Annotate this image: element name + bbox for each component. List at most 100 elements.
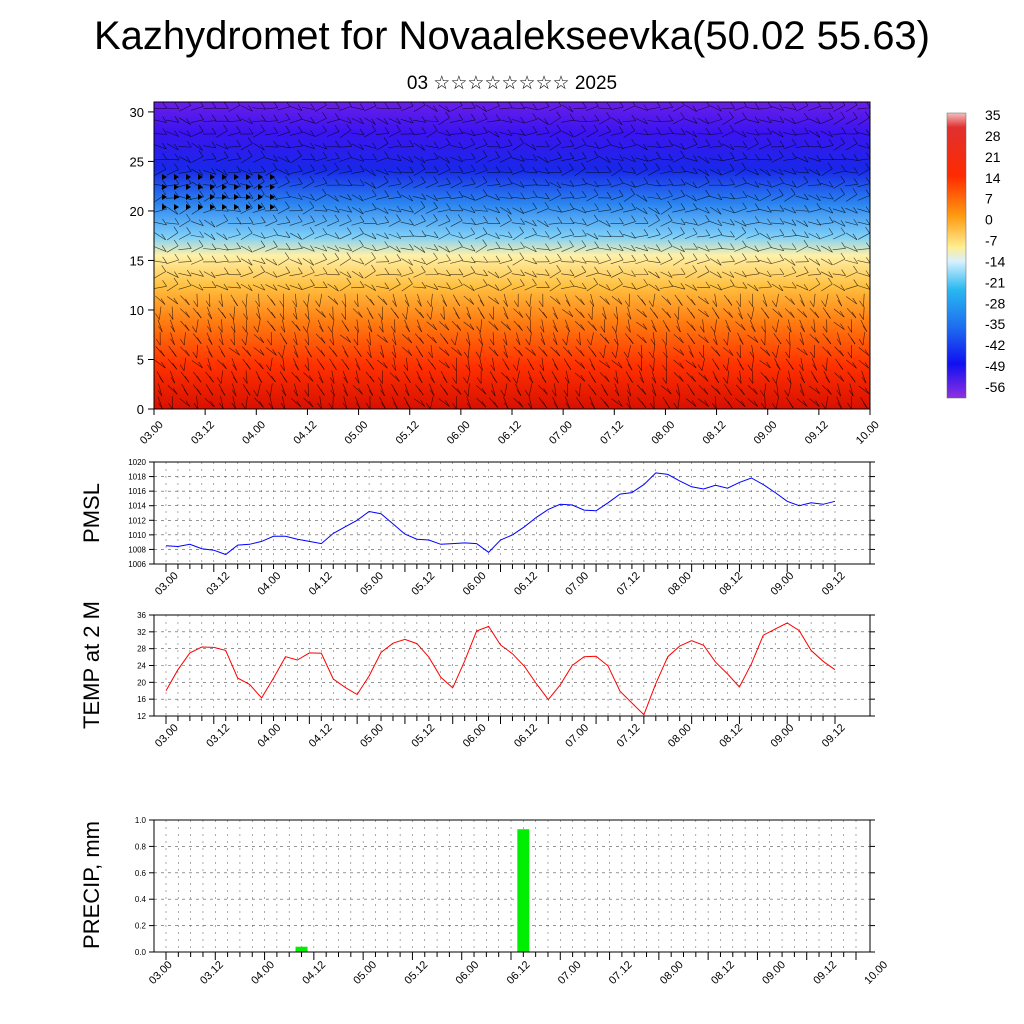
wind-barb bbox=[166, 169, 179, 176]
wind-barb bbox=[504, 383, 508, 397]
wind-barb-flag bbox=[343, 376, 348, 384]
wind-barb bbox=[784, 308, 795, 318]
wind-barb bbox=[487, 208, 500, 214]
wind-barb bbox=[486, 184, 500, 187]
wind-barb bbox=[833, 194, 845, 202]
wind-barb-flag bbox=[859, 300, 864, 307]
wind-barb bbox=[536, 132, 550, 136]
wind-barb-flag bbox=[162, 179, 167, 187]
wind-barb-flag bbox=[656, 228, 661, 235]
wind-barb-flag bbox=[260, 257, 266, 264]
wind-barb-flag bbox=[483, 126, 488, 133]
wind-barb bbox=[561, 273, 575, 276]
wind-barb-flag bbox=[591, 388, 597, 396]
wind-barb-flag bbox=[298, 164, 303, 172]
wind-barb bbox=[413, 182, 426, 189]
wind-barb-flag bbox=[494, 284, 500, 291]
wind-barb bbox=[733, 196, 747, 200]
heatmap-y-tick-label: 25 bbox=[130, 154, 144, 169]
wind-barb bbox=[788, 370, 792, 384]
wind-barb-flag bbox=[493, 401, 499, 408]
wind-barb bbox=[676, 319, 681, 333]
wind-barb-flag bbox=[482, 105, 487, 112]
wind-barb-flag bbox=[396, 167, 402, 174]
wind-barb-flag bbox=[554, 376, 559, 383]
wind-barb bbox=[598, 209, 612, 212]
wind-barb-flag bbox=[613, 377, 619, 384]
wind-barb-flag bbox=[463, 377, 468, 384]
wind-barb-flag bbox=[865, 189, 870, 196]
wind-barb-flag bbox=[495, 166, 501, 173]
wind-barb bbox=[833, 321, 845, 330]
wind-barb bbox=[215, 220, 228, 227]
wind-barb-flag bbox=[236, 268, 241, 276]
wind-barb-flag bbox=[180, 338, 185, 346]
wind-barb bbox=[721, 248, 735, 250]
wind-barb-flag bbox=[198, 125, 204, 132]
wind-barb bbox=[352, 308, 363, 318]
wind-barb bbox=[548, 222, 562, 225]
wind-barb bbox=[549, 194, 562, 202]
wind-barb-flag bbox=[273, 155, 278, 162]
wind-barb-flag bbox=[667, 240, 673, 247]
wind-barb-flag bbox=[740, 388, 745, 395]
wind-barb-flag bbox=[569, 280, 575, 287]
wind-barb-flag bbox=[680, 218, 686, 225]
wind-barb-flag bbox=[741, 400, 746, 408]
wind-barb bbox=[549, 283, 561, 292]
wind-barb-flag bbox=[247, 226, 253, 234]
wind-barb-flag bbox=[286, 102, 291, 107]
wind-pennant bbox=[270, 174, 275, 180]
wind-barb bbox=[746, 195, 759, 201]
wind-barb bbox=[795, 145, 809, 148]
wind-barb-flag bbox=[594, 241, 599, 248]
wind-barb-flag bbox=[458, 127, 464, 134]
heatmap-y-tick-label: 0 bbox=[137, 402, 144, 417]
wind-barb-flag bbox=[631, 270, 636, 277]
wind-barb-flag bbox=[853, 265, 858, 273]
wind-barb-flag bbox=[532, 103, 538, 110]
wind-barb bbox=[746, 107, 760, 110]
wind-barb-flag bbox=[347, 214, 352, 222]
wind-barb bbox=[264, 120, 278, 122]
wind-barb-flag bbox=[532, 278, 537, 286]
wind-barb-flag bbox=[520, 192, 525, 199]
wind-barb-flag bbox=[643, 143, 648, 150]
wind-barb bbox=[499, 132, 513, 136]
wind-barb-flag bbox=[643, 163, 648, 170]
wind-barb-flag bbox=[421, 257, 426, 265]
wind-barb-flag bbox=[158, 402, 163, 409]
wind-barb-flag bbox=[784, 389, 789, 397]
wind-barb bbox=[783, 235, 797, 238]
wind-barb-flag bbox=[483, 216, 488, 223]
wind-barb bbox=[549, 233, 562, 240]
wind-barb-flag bbox=[643, 128, 649, 135]
wind-barb bbox=[635, 246, 648, 252]
wind-barb-flag bbox=[512, 377, 518, 384]
wind-barb-flag bbox=[378, 326, 384, 333]
wind-barb-flag bbox=[779, 116, 785, 123]
wind-barb-flag bbox=[728, 311, 733, 318]
wind-barb-flag bbox=[408, 194, 414, 202]
wind-barb-flag bbox=[706, 102, 710, 107]
wind-barb-flag bbox=[174, 177, 180, 185]
wind-barb-flag bbox=[815, 387, 820, 394]
wind-barb bbox=[450, 234, 463, 239]
wind-barb bbox=[314, 144, 327, 150]
wind-barb-flag bbox=[604, 375, 610, 382]
wind-barb bbox=[203, 208, 216, 214]
wind-barb-flag bbox=[804, 139, 809, 147]
wind-barb bbox=[565, 370, 570, 384]
x-tick-label: 06.00 bbox=[461, 570, 489, 598]
wind-barb bbox=[499, 183, 513, 187]
wind-barb-flag bbox=[569, 130, 574, 138]
wind-barb bbox=[264, 146, 278, 148]
wind-barb bbox=[400, 105, 414, 112]
wind-barb-flag bbox=[805, 102, 809, 106]
wind-barb-flag bbox=[771, 300, 777, 307]
wind-barb-flag bbox=[590, 402, 596, 409]
wind-barb bbox=[463, 321, 475, 331]
wind-barb bbox=[467, 344, 470, 358]
wind-barb bbox=[758, 208, 772, 213]
wind-barb-flag bbox=[618, 202, 624, 209]
